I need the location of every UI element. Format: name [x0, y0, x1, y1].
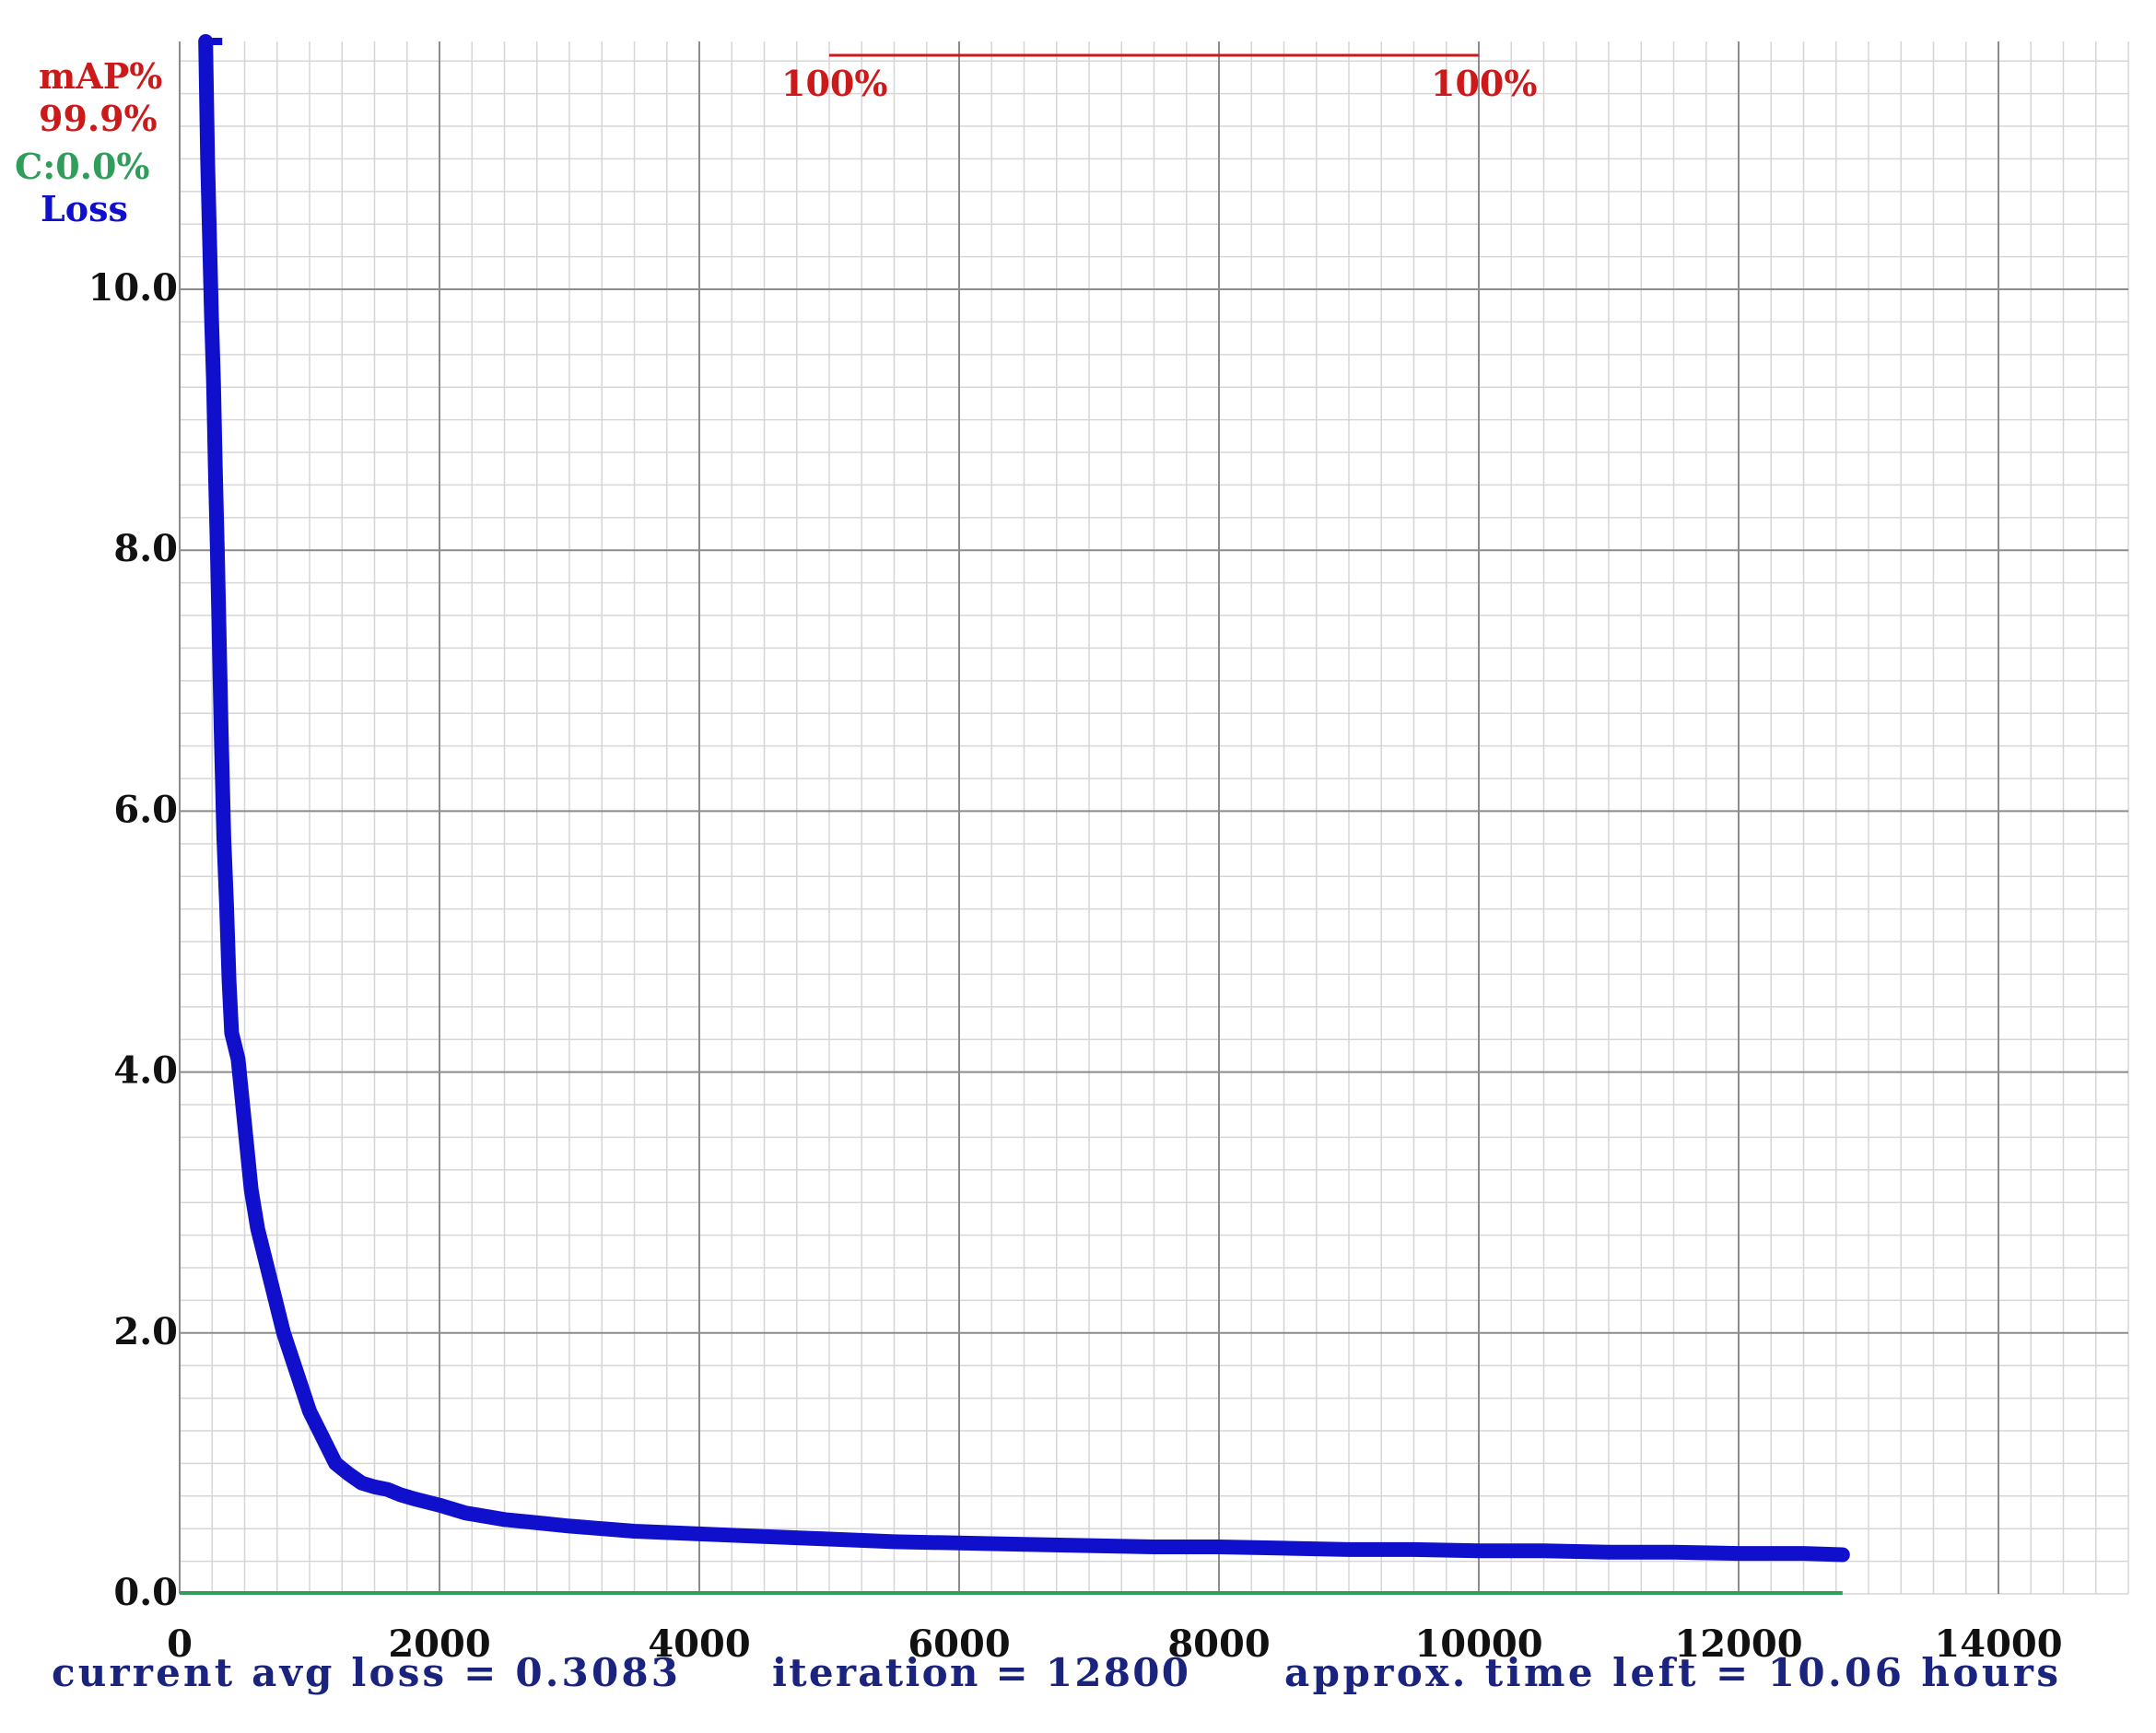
y-tick-label: 6.0 [113, 788, 178, 831]
loss-point [226, 1027, 238, 1039]
loss-point [434, 1499, 445, 1511]
status-time-left: approx. time left = 10.06 hours [1284, 1650, 2058, 1695]
x-tick-label: 4000 [648, 1622, 750, 1666]
loss-series [198, 34, 1850, 1563]
loss-point [1278, 1542, 1290, 1554]
loss-point [356, 1477, 368, 1489]
x-axis-ticks: 0 2000 4000 6000 8000 10000 12000 14000 [167, 1622, 2063, 1666]
loss-point [460, 1507, 472, 1519]
loss-point [1798, 1548, 1810, 1560]
loss-point [252, 1223, 264, 1235]
loss-point [694, 1528, 705, 1540]
y-tick-label: 8.0 [113, 527, 178, 570]
loss-point [1836, 1549, 1848, 1561]
loss-point [537, 1517, 549, 1529]
loss-point [954, 1537, 965, 1549]
loss-point [1538, 1545, 1550, 1557]
status-avg-loss: current avg loss = 0.3083 [52, 1650, 678, 1695]
loss-point [223, 975, 235, 987]
loss-point [217, 831, 229, 843]
y-tick-label: 2.0 [113, 1310, 178, 1353]
y-tick-label: 4.0 [113, 1049, 178, 1093]
loss-point [216, 727, 228, 739]
legend-c-label: C:0.0% [15, 146, 150, 187]
legend-loss-label: Loss [41, 188, 128, 229]
loss-point [207, 375, 219, 387]
loss-point [264, 1275, 276, 1287]
y-axis-ticks: 0.0 2.0 4.0 6.0 8.0 10.0 [88, 266, 178, 1614]
map-point-label: 100% [781, 63, 887, 104]
loss-point [381, 1483, 393, 1495]
loss-point [317, 1432, 329, 1444]
x-tick-label: 12000 [1674, 1622, 1802, 1666]
major-grid [179, 41, 2128, 1595]
loss-point [1018, 1539, 1030, 1551]
legend-map-label: mAP% [39, 55, 162, 97]
minor-grid [179, 41, 2129, 1595]
loss-point [394, 1489, 406, 1501]
loss-point [1603, 1546, 1614, 1558]
loss-point [245, 1184, 257, 1196]
loss-point [1343, 1543, 1354, 1555]
loss-point [888, 1536, 900, 1548]
loss-point [1473, 1545, 1484, 1557]
loss-point [1084, 1540, 1095, 1552]
loss-point [211, 544, 223, 556]
map-point-label: 100% [1431, 63, 1537, 104]
x-tick-label: 14000 [1934, 1622, 2062, 1666]
x-tick-label: 10000 [1414, 1622, 1542, 1666]
map-series: 100% 100% [781, 53, 1537, 104]
status-iteration: iteration = 12800 [772, 1650, 1189, 1695]
loss-point [214, 636, 226, 648]
loss-point [1733, 1548, 1744, 1560]
x-tick-label: 2000 [388, 1622, 490, 1666]
loss-point [239, 1118, 251, 1130]
loss-point [369, 1481, 381, 1493]
loss-point [277, 1327, 289, 1339]
loss-point [1668, 1546, 1680, 1558]
y-tick-label: 10.0 [88, 266, 178, 310]
loss-point [1148, 1541, 1160, 1553]
loss-line [198, 34, 1850, 1563]
loss-point [304, 1405, 315, 1417]
loss-point [628, 1526, 640, 1538]
loss-point [758, 1530, 770, 1542]
x-tick-label: 6000 [908, 1622, 1010, 1666]
legend-map-value: 99.9% [39, 98, 158, 139]
loss-point [343, 1468, 355, 1480]
loss-point [290, 1366, 302, 1378]
loss-point [220, 896, 232, 908]
loss-point [209, 466, 221, 478]
x-tick-label: 8000 [1167, 1622, 1270, 1666]
loss-point [1213, 1541, 1224, 1553]
loss-point [232, 1053, 244, 1065]
loss-point [204, 231, 216, 243]
loss-point [564, 1520, 575, 1532]
loss-point [498, 1514, 510, 1526]
loss-point [330, 1458, 342, 1470]
loss-point [1408, 1543, 1420, 1555]
loss-point [824, 1533, 835, 1545]
x-tick-label: 0 [167, 1622, 193, 1666]
y-tick-label: 0.0 [113, 1571, 178, 1614]
loss-point [407, 1493, 419, 1505]
loss-point [202, 153, 214, 165]
loss-point [205, 310, 217, 322]
